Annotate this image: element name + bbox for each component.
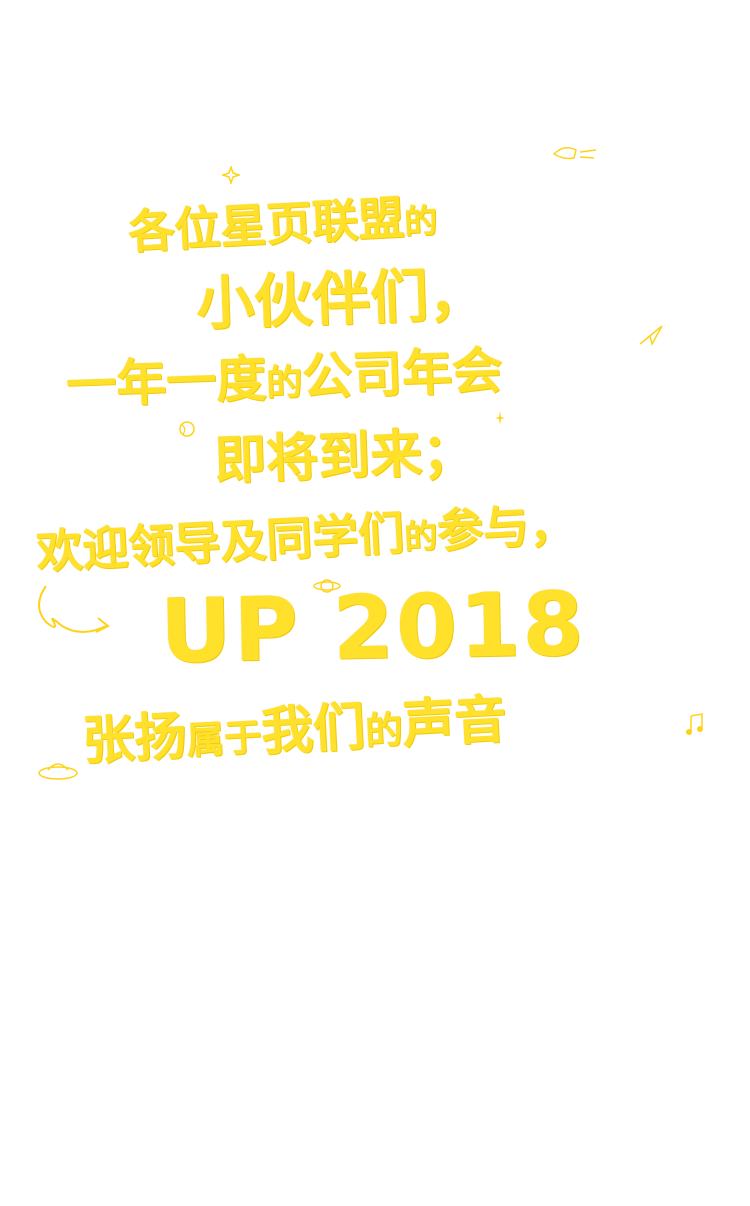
ball-icon — [178, 420, 196, 438]
line-3: 一年一度的公司年会 — [65, 330, 503, 417]
line-2: 小伙伴们， — [195, 247, 488, 341]
line-5: 欢迎领导及同学们的参与， — [35, 488, 577, 582]
music-note-icon — [684, 712, 706, 736]
line-1-small: 的 — [403, 200, 439, 242]
rocket-icon — [552, 140, 600, 166]
line-3-small: 的 — [265, 362, 304, 405]
ufo-icon — [36, 758, 80, 782]
line-6-text: UP 2018 — [159, 572, 587, 683]
line-3-a: 一年一度 — [65, 349, 268, 415]
line-5-a: 欢迎领导及同学们 — [35, 505, 406, 580]
line-7-small-2: 的 — [364, 707, 404, 754]
line-7-c: 声音 — [400, 689, 508, 756]
paper-plane-icon — [638, 324, 664, 346]
line-3-b: 公司年会 — [301, 341, 504, 407]
line-6: UP 2018 — [159, 572, 586, 682]
swirl-arrow-icon — [32, 582, 114, 644]
line-7-a: 张扬 — [81, 706, 189, 773]
sparkle-icon — [494, 410, 506, 426]
line-7-b: 我们 — [259, 697, 367, 763]
line-7-small: 属于 — [185, 714, 263, 763]
star-icon — [222, 166, 240, 184]
line-5-b: 参与， — [435, 496, 577, 559]
line-4: 即将到来； — [213, 409, 475, 493]
line-5-small: 的 — [403, 516, 439, 557]
line-7: 张扬属于我们的声音 — [80, 677, 508, 774]
line-4-text: 即将到来； — [213, 422, 476, 492]
line-2-text: 小伙伴们， — [195, 259, 488, 339]
planet-icon — [312, 576, 342, 596]
line-1-main: 各位星页联盟 — [126, 190, 406, 260]
